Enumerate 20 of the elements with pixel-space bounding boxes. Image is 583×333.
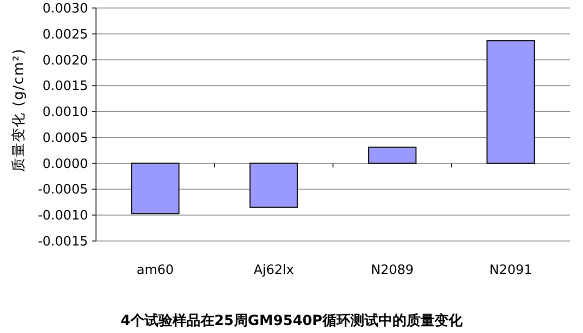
y-tick-label: 0.0020 [42,53,88,68]
y-tick-label: 0.0010 [42,105,88,120]
x-tick-label: N2089 [370,263,414,278]
y-tick-label: 0.0030 [42,2,88,16]
x-tick-label: N2091 [489,263,532,278]
bar [130,162,180,214]
y-tick-label: -0.0015 [38,234,88,250]
y-tick-label: 0.0015 [42,79,88,94]
text: 4个试验样品在25周GM9540P循环测试中的质量变化 [120,312,464,329]
y-tick-label: -0.0010 [38,208,88,224]
bar [249,162,298,208]
y-tick-label: 0.0005 [42,130,88,146]
y-tick-label: 0.0000 [42,156,88,172]
bar [486,40,536,164]
x-tick-label: Aj62lx [254,263,294,278]
x-tick-label: am60 [136,263,174,278]
y-axis-title: 质量变化 (g/cm²) [11,48,27,172]
y-tick-label: -0.0005 [38,182,88,198]
y-tick-label: 0.0025 [42,27,88,42]
bar [368,146,417,164]
